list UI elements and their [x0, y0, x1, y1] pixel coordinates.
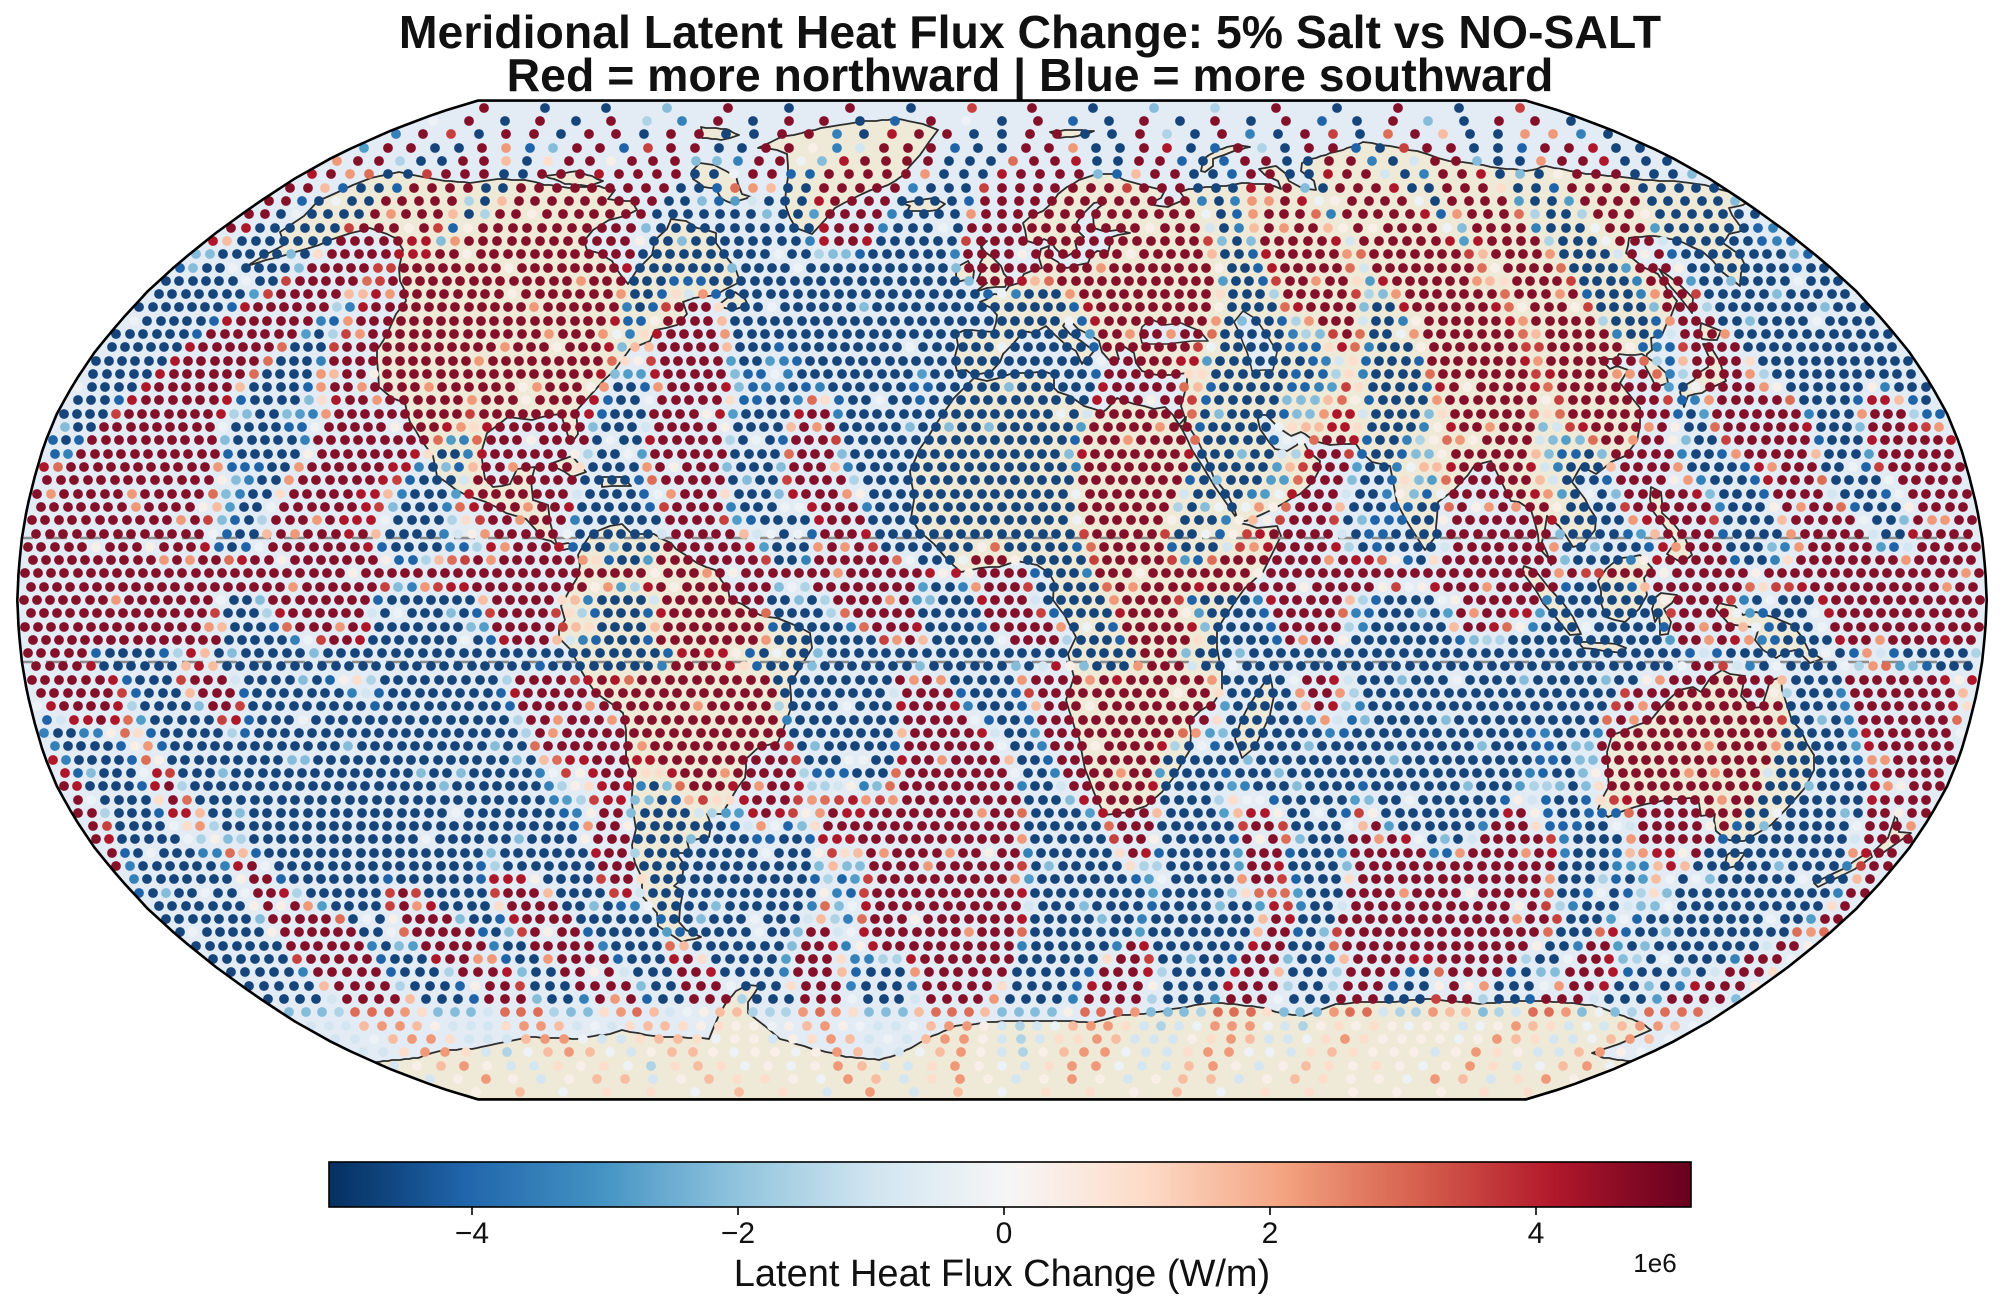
svg-text:−2: −2	[721, 1217, 755, 1250]
svg-text:4: 4	[1528, 1217, 1545, 1250]
svg-text:0: 0	[996, 1217, 1013, 1250]
svg-text:Red = more northward | Blue =: Red = more northward | Blue = more south…	[507, 49, 1554, 101]
svg-text:1e6: 1e6	[1633, 1248, 1676, 1278]
svg-text:Latent Heat Flux Change (W/m): Latent Heat Flux Change (W/m)	[734, 1253, 1270, 1295]
svg-text:−4: −4	[455, 1217, 489, 1250]
svg-text:2: 2	[1262, 1217, 1279, 1250]
svg-text:Meridional Latent Heat Flux Ch: Meridional Latent Heat Flux Change: 5% S…	[399, 6, 1661, 58]
